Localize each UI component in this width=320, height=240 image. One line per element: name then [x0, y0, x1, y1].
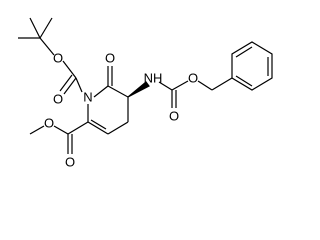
atom-label: O — [65, 155, 75, 170]
atom-label: O — [169, 109, 179, 124]
atom-label: O — [53, 51, 63, 66]
molecule-diagram: O O N O NH O O O O — [18, 17, 273, 170]
atom-label: NH — [144, 71, 163, 86]
atom-label: O — [188, 71, 198, 86]
atom-labels: O O N O NH O O O O — [44, 51, 198, 170]
atom-label: O — [105, 51, 115, 66]
page: O O N O NH O O O O (() => { const data =… — [18, 17, 273, 170]
atom-label: O — [53, 92, 63, 107]
atom-label: O — [44, 116, 54, 131]
atom-label: N — [83, 90, 92, 105]
bonds — [18, 17, 273, 154]
